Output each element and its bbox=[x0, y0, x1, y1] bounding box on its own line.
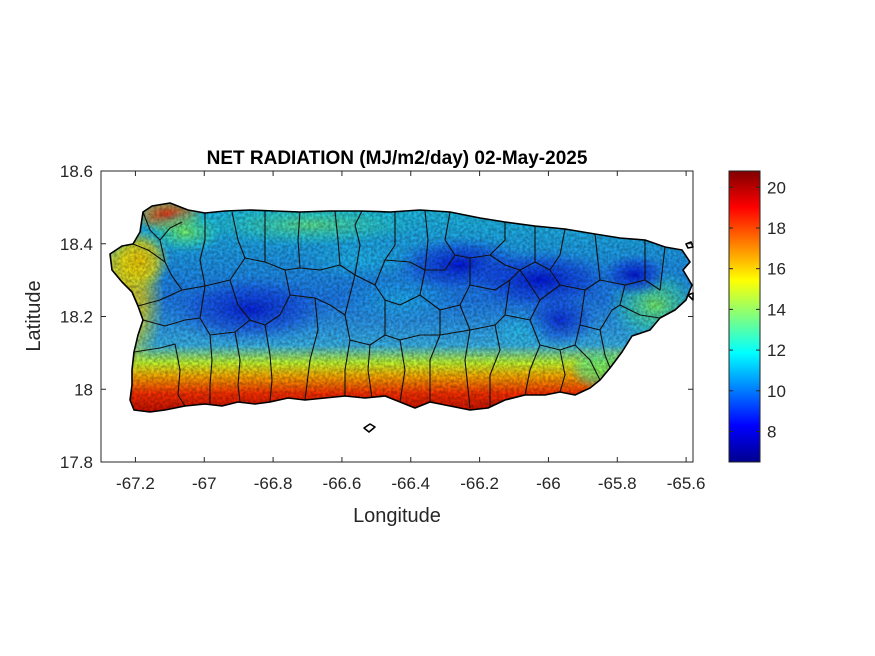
colorbar: 8 10 12 14 16 18 20 bbox=[728, 170, 786, 463]
y-tick-label: 18.6 bbox=[60, 162, 93, 181]
y-tick-label: 18.4 bbox=[60, 235, 93, 254]
x-axis-ticks: -67.2 -67 -66.8 -66.6 -66.4 -66.2 -66 -65.8 -65.… bbox=[116, 171, 705, 493]
y-tick-label: 17.8 bbox=[60, 453, 93, 472]
colorbar-tick-label: 20 bbox=[767, 178, 786, 197]
colorbar-tick-label: 10 bbox=[767, 382, 786, 401]
y-tick-label: 18 bbox=[74, 380, 93, 399]
colorbar-tick-label: 14 bbox=[767, 300, 786, 319]
map-plot-area: -67.2 -67 -66.8 -66.6 -66.4 -66.2 -66 -65.8 -65.… bbox=[60, 162, 706, 493]
x-tick-label: -66.6 bbox=[323, 474, 362, 493]
x-tick-label: -65.6 bbox=[667, 474, 706, 493]
y-tick-label: 18.2 bbox=[60, 308, 93, 327]
colorbar-tick-label: 8 bbox=[767, 422, 776, 441]
x-tick-label: -66.2 bbox=[460, 474, 499, 493]
map-title: NET RADIATION (MJ/m2/day) 02-May-2025 bbox=[207, 148, 588, 169]
colorbar-scale bbox=[728, 170, 761, 463]
colorbar-tick-label: 16 bbox=[767, 260, 786, 279]
colorbar-tick-label: 18 bbox=[767, 219, 786, 238]
culebra-coast-fragment bbox=[685, 241, 694, 249]
caja-de-muertos-island bbox=[363, 423, 376, 433]
y-axis-ticks: 17.8 18 18.2 18.4 18.6 bbox=[60, 162, 693, 472]
east-coast-fragment bbox=[687, 292, 694, 301]
x-tick-label: -66 bbox=[536, 474, 561, 493]
colorbar-ticks: 8 10 12 14 16 18 20 bbox=[729, 178, 786, 441]
y-axis-label: Latitude bbox=[23, 280, 45, 351]
x-axis-label: Longitude bbox=[353, 505, 441, 527]
x-tick-label: -67.2 bbox=[116, 474, 155, 493]
colorbar-tick-label: 12 bbox=[767, 341, 786, 360]
x-tick-label: -66.8 bbox=[254, 474, 293, 493]
municipality-boundaries bbox=[132, 210, 666, 409]
x-tick-label: -66.4 bbox=[391, 474, 430, 493]
x-tick-label: -65.8 bbox=[598, 474, 637, 493]
x-tick-label: -67 bbox=[192, 474, 217, 493]
